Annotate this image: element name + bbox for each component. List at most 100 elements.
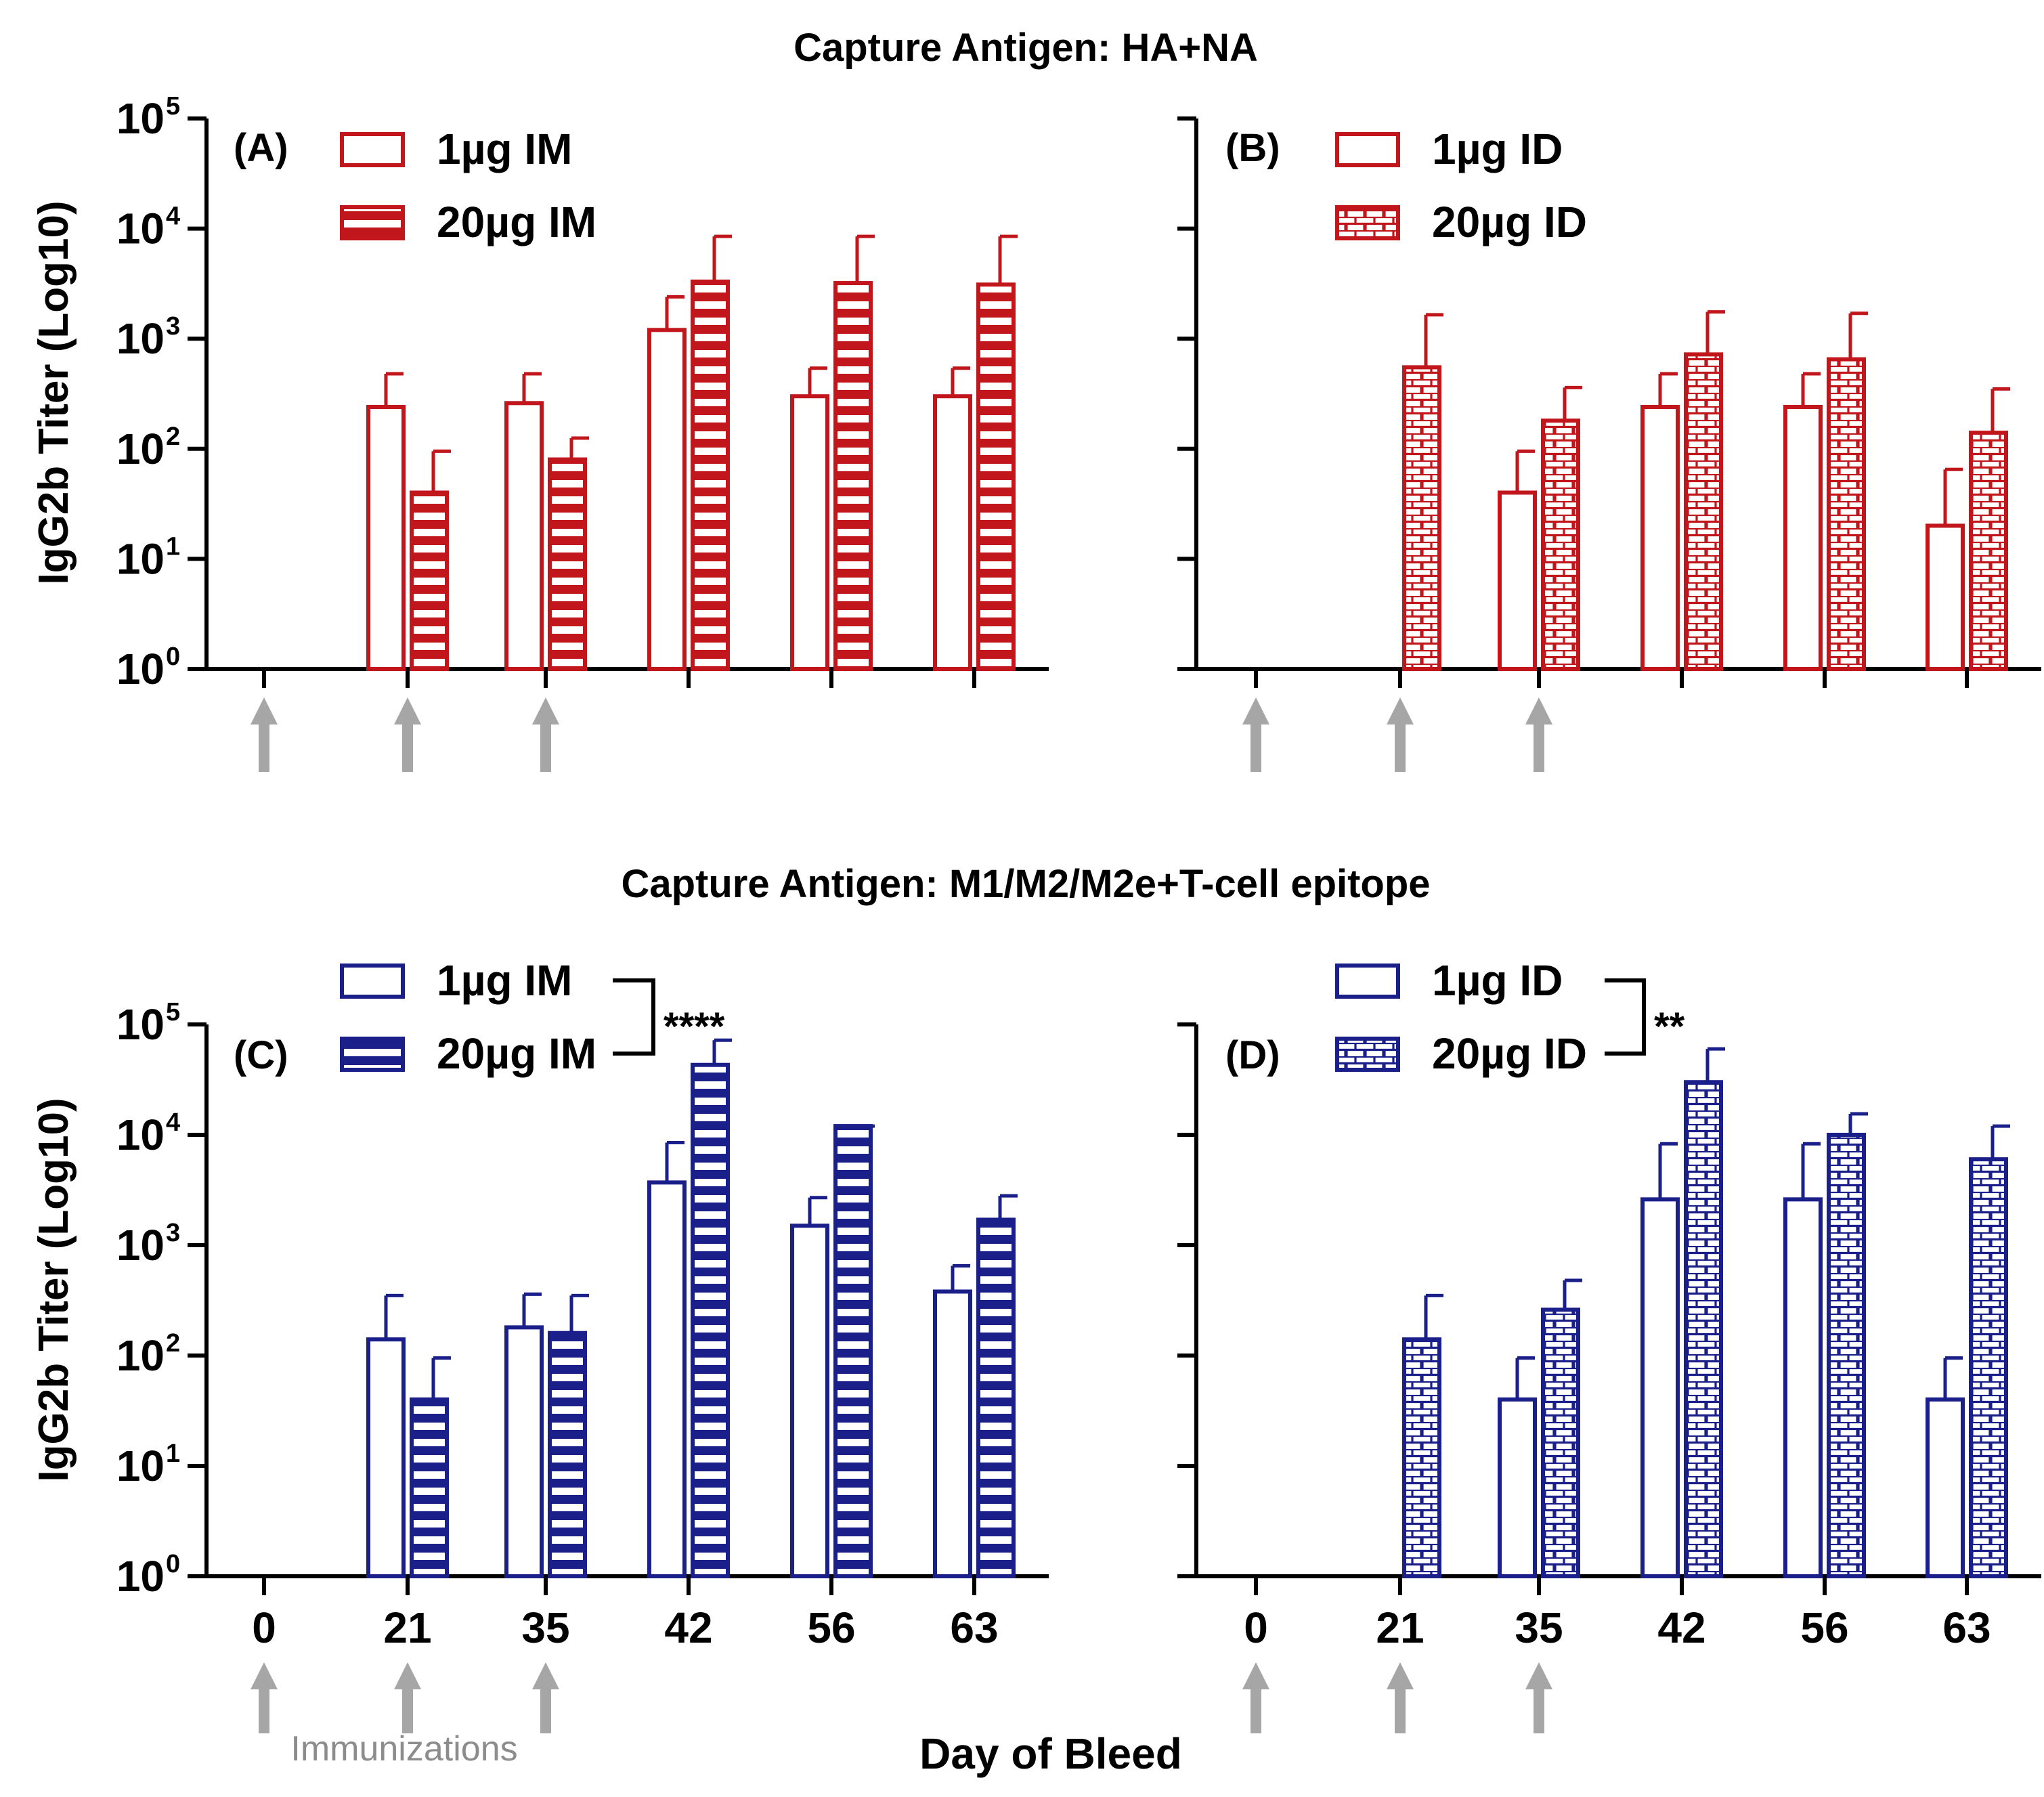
panel-b: (B) 1µg ID 20µg ID [1177, 116, 2041, 772]
y-tick-exponent: 0 [166, 1550, 180, 1578]
x-tick-label: 63 [1942, 1603, 1991, 1652]
bar-21-high-dose [410, 490, 449, 672]
x-tick-label: 63 [950, 1603, 998, 1652]
bar-56-low-dose [1783, 404, 1823, 671]
legend-label: 1µg IM [437, 125, 572, 173]
y-tick-exponent: 3 [166, 1219, 180, 1247]
legend-swatch [340, 205, 405, 240]
y-tick-label: 10 [116, 425, 165, 473]
y-tick-exponent: 4 [166, 202, 180, 231]
legend-swatch [1335, 964, 1400, 999]
immunization-arrow-icon [1387, 1662, 1414, 1733]
significance-bracket [613, 978, 655, 1056]
bar-63-high-dose [1969, 1157, 2008, 1579]
significance-bracket [1605, 978, 1646, 1056]
legend-swatch [340, 964, 405, 999]
bar-56-low-dose [790, 394, 829, 671]
immunizations-label: Immunizations [290, 1729, 517, 1769]
legend-label: 1µg ID [1432, 956, 1563, 1005]
y-tick-exponent: 4 [166, 1108, 180, 1137]
bar-35-low-dose [504, 1325, 544, 1579]
immunization-arrow-icon [1387, 697, 1414, 772]
bar-35-high-dose [1541, 1307, 1580, 1579]
bar-21-low-dose [366, 404, 406, 671]
bar-35-high-dose [1541, 418, 1580, 671]
y-tick-label: 10 [116, 1221, 165, 1270]
y-tick-exponent: 5 [166, 92, 180, 121]
bar-21-high-dose [410, 1397, 449, 1579]
bar-63-high-dose [1969, 431, 2008, 672]
y-tick-label: 10 [116, 94, 165, 143]
bar-42-low-dose [1640, 404, 1680, 671]
bar-63-high-dose [976, 1217, 1016, 1578]
x-tick-label: 21 [1376, 1603, 1424, 1652]
bar-56-high-dose [833, 281, 873, 671]
y-tick-exponent: 1 [166, 532, 180, 561]
x-tick-label: 42 [664, 1603, 712, 1652]
x-tick-label: 21 [383, 1603, 431, 1652]
immunization-arrow-icon [532, 697, 559, 772]
legend-label: 20µg IM [437, 198, 596, 246]
y-axis-title-bottom: IgG2b Titer (Log10) [30, 1098, 77, 1481]
x-tick-label: 42 [1657, 1603, 1705, 1652]
bar-63-low-dose [933, 394, 972, 671]
y-tick-exponent: 5 [166, 998, 180, 1026]
immunization-arrow-icon [394, 1662, 421, 1733]
bar-63-low-dose [1926, 1397, 1965, 1579]
immunization-arrow-icon [1242, 1662, 1269, 1733]
bar-21-low-dose [366, 1337, 406, 1579]
legend-label: 1µg ID [1432, 125, 1563, 173]
section-title-top: Capture Antigen: HA+NA [793, 26, 1258, 70]
bar-42-low-dose [647, 1180, 687, 1579]
immunization-arrow-icon [251, 1662, 278, 1733]
legend-label: 20µg IM [437, 1029, 596, 1078]
bar-63-low-dose [1926, 523, 1965, 671]
section-title-bottom: Capture Antigen: M1/M2/M2e+T-cell epitop… [621, 862, 1430, 906]
y-tick-label: 10 [116, 1110, 165, 1159]
legend-label: 20µg ID [1432, 1029, 1587, 1078]
significance-label: **** [664, 1005, 725, 1049]
legend-label: 1µg IM [437, 956, 572, 1005]
y-tick-label: 10 [116, 1331, 165, 1380]
y-tick-exponent: 3 [166, 312, 180, 341]
bar-35-low-dose [1498, 1397, 1537, 1579]
legend-swatch [1335, 1037, 1400, 1072]
immunization-arrow-icon [251, 697, 278, 772]
bar-42-high-dose [691, 1062, 730, 1578]
y-tick-label: 10 [116, 645, 165, 693]
bar-42-high-dose [691, 279, 730, 671]
x-axis-title: Day of Bleed [919, 1729, 1182, 1778]
immunization-arrow-icon [1242, 697, 1269, 772]
bar-35-low-dose [504, 401, 544, 671]
panel-c: 10 010 110 210 310 410 50 21 35 42 56 63(C)1µg IM20… [116, 956, 1049, 1733]
y-tick-exponent: 0 [166, 643, 180, 671]
panel-label: (C) [234, 1033, 288, 1077]
bar-42-high-dose [1684, 1080, 1723, 1578]
panel-label: (D) [1225, 1033, 1280, 1077]
immunization-arrow-icon [394, 697, 421, 772]
immunization-arrow-icon [1525, 697, 1552, 772]
immunization-arrow-icon [532, 1662, 559, 1733]
significance-label: ** [1654, 1005, 1685, 1049]
x-tick-label: 56 [1800, 1603, 1848, 1652]
bar-56-low-dose [790, 1224, 829, 1578]
bar-63-high-dose [976, 282, 1016, 672]
x-tick-label: 56 [807, 1603, 855, 1652]
immunization-arrow-icon [1525, 1662, 1552, 1733]
panel-label: (A) [234, 126, 288, 170]
bar-35-high-dose [548, 457, 587, 671]
y-tick-label: 10 [116, 1552, 165, 1601]
bar-42-low-dose [1640, 1197, 1680, 1579]
y-tick-exponent: 1 [166, 1439, 180, 1468]
legend-swatch [1335, 205, 1400, 240]
legend-swatch [1335, 132, 1400, 167]
y-axis-title-top: IgG2b Titer (Log10) [30, 200, 77, 584]
bar-56-high-dose [1827, 357, 1866, 671]
bar-35-high-dose [548, 1330, 587, 1578]
y-tick-label: 10 [116, 204, 165, 253]
legend-swatch [340, 1037, 405, 1072]
y-tick-exponent: 2 [166, 423, 180, 451]
bar-42-low-dose [647, 328, 687, 671]
